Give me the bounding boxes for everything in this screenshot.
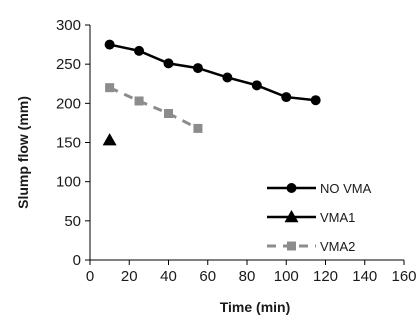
legend-item-vma2: VMA2 — [267, 239, 355, 254]
legend-marker — [284, 210, 299, 223]
x-ticks: 0 20 40 60 80 100 120 140 160 — [86, 260, 417, 285]
data-point — [222, 72, 233, 83]
data-point — [310, 95, 321, 106]
y-tick-label: 0 — [73, 252, 81, 269]
data-point — [192, 63, 203, 74]
legend-item-vma1: VMA1 — [267, 210, 355, 225]
x-tick-label: 160 — [391, 268, 416, 285]
x-tick-label: 100 — [274, 268, 299, 285]
series-line — [109, 86, 199, 130]
y-axis-title: Slump flow (mm) — [15, 96, 31, 209]
x-tick-label: 120 — [313, 268, 338, 285]
x-tick-label: 60 — [199, 268, 216, 285]
legend-marker — [286, 183, 297, 193]
axes — [89, 25, 404, 261]
data-point — [105, 83, 115, 93]
data-point — [281, 92, 292, 103]
x-tick-label: 20 — [121, 268, 138, 285]
y-tick-label: 300 — [56, 17, 81, 34]
data-point — [134, 45, 145, 56]
y-tick-label: 100 — [56, 174, 81, 191]
series-line — [109, 43, 316, 102]
data-point — [163, 58, 174, 69]
legend-marker — [287, 241, 296, 251]
x-tick-label: 80 — [239, 268, 256, 285]
data-point — [134, 96, 144, 106]
y-tick-label: 50 — [64, 213, 81, 230]
series-layer — [102, 39, 321, 146]
series-vma2 — [105, 83, 203, 133]
data-point — [102, 133, 117, 146]
legend-label: VMA1 — [320, 210, 355, 225]
x-axis-title: Time (min) — [220, 299, 291, 315]
x-tick-label: 140 — [352, 268, 377, 285]
data-point — [193, 123, 203, 133]
series-vma1 — [102, 133, 117, 146]
data-point — [164, 109, 173, 119]
x-tick-label: 0 — [86, 268, 94, 285]
legend-label: VMA2 — [320, 239, 355, 254]
y-tick-label: 200 — [56, 95, 81, 112]
y-tick-label: 250 — [56, 56, 81, 73]
data-point — [251, 80, 262, 91]
legend: NO VMA VMA1 VMA2 — [267, 181, 372, 254]
data-point — [104, 39, 115, 50]
y-ticks: 0 50 100 150 200 250 300 — [56, 17, 90, 269]
y-tick-label: 150 — [56, 135, 81, 152]
x-tick-label: 40 — [160, 268, 177, 285]
legend-label: NO VMA — [320, 181, 372, 196]
series-no-vma — [104, 39, 321, 106]
legend-item-no-vma: NO VMA — [267, 181, 372, 196]
